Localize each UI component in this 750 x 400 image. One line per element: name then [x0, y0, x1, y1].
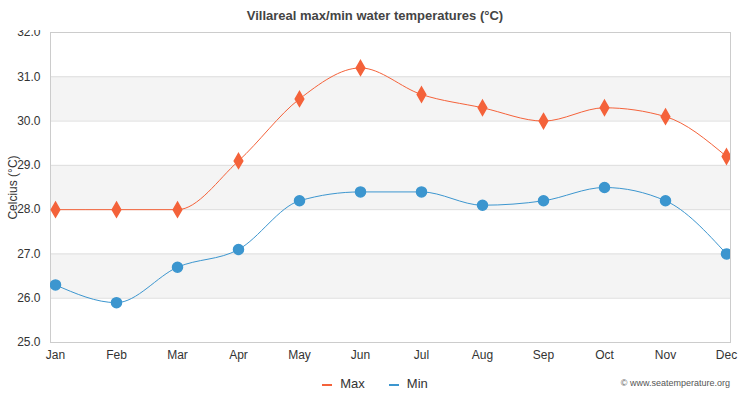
svg-text:Sep: Sep: [533, 348, 555, 362]
svg-text:32.0: 32.0: [17, 30, 41, 39]
svg-text:Oct: Oct: [595, 348, 614, 362]
html-text:Max: Max: [340, 376, 365, 391]
html-text:Villareal max/min water temper: Villareal max/min water temperatures (°C…: [246, 8, 504, 23]
svg-text:Celcius (°C): Celcius (°C): [6, 155, 20, 219]
svg-text:Nov: Nov: [655, 348, 676, 362]
svg-text:29.0: 29.0: [17, 158, 41, 172]
svg-text:28.0: 28.0: [17, 202, 41, 216]
svg-text:Jun: Jun: [351, 348, 370, 362]
svg-text:27.0: 27.0: [17, 247, 41, 261]
svg-text:Mar: Mar: [167, 348, 188, 362]
svg-text:30.0: 30.0: [17, 114, 41, 128]
svg-text:26.0: 26.0: [17, 291, 41, 305]
svg-text:Apr: Apr: [229, 348, 248, 362]
svg-text:Jul: Jul: [414, 348, 429, 362]
svg-text:Dec: Dec: [716, 348, 737, 362]
svg-text:Aug: Aug: [472, 348, 493, 362]
svg-text:Jan: Jan: [46, 348, 65, 362]
svg-text:Feb: Feb: [106, 348, 127, 362]
svg-text:31.0: 31.0: [17, 70, 41, 84]
html-text:© www.seatemperature.org: © www.seatemperature.org: [620, 378, 730, 388]
svg-text:25.0: 25.0: [17, 335, 41, 349]
html-text:Min: Min: [406, 376, 428, 391]
svg-text:May: May: [288, 348, 311, 362]
